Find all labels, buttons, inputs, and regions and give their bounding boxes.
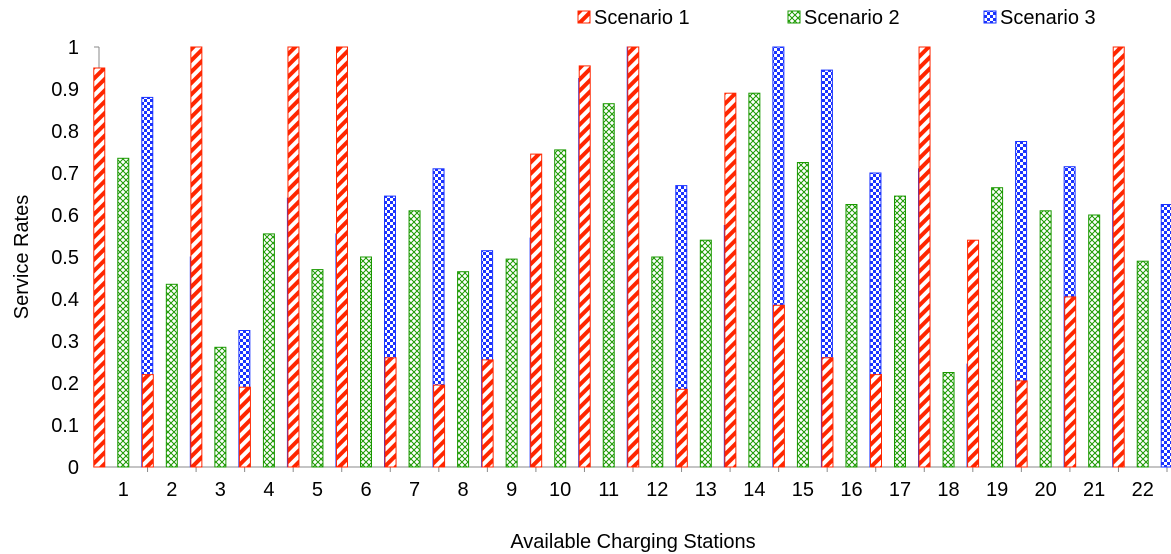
x-tick-label: 22 xyxy=(1132,479,1154,501)
y-tick-label: 0.7 xyxy=(51,163,79,185)
x-tick-label: 16 xyxy=(840,479,862,501)
bar-scenario-1-station-8 xyxy=(433,384,446,468)
bar-scenario-2-station-16 xyxy=(845,204,858,468)
bar-scenario-2-station-22 xyxy=(1136,260,1149,468)
bar-scenario-1-station-7 xyxy=(384,357,397,468)
legend-label: Scenario 3 xyxy=(1000,7,1096,29)
bar-scenario-1-station-21 xyxy=(1064,296,1077,468)
y-tick-label: 0 xyxy=(68,457,79,479)
bar-scenario-1-station-12 xyxy=(627,46,640,468)
bar-scenario-2-station-2 xyxy=(165,283,178,468)
bar-scenario-2-station-4 xyxy=(262,233,275,468)
bar-scenario-2-station-18 xyxy=(942,372,955,468)
bar-scenario-1-station-2 xyxy=(141,374,154,468)
x-tick-label: 2 xyxy=(166,479,177,501)
bar-scenario-2-station-14 xyxy=(748,92,761,468)
y-tick-label: 0.9 xyxy=(51,79,79,101)
y-tick-label: 0.8 xyxy=(51,121,79,143)
bars xyxy=(93,46,1171,468)
bar-scenario-2-station-3 xyxy=(214,346,227,468)
y-tick-label: 0.6 xyxy=(51,205,79,227)
bar-scenario-2-station-15 xyxy=(796,162,809,468)
bar-scenario-3-station-22 xyxy=(1160,204,1171,468)
y-tick-label: 0.5 xyxy=(51,247,79,269)
x-axis-title: Available Charging Stations xyxy=(510,531,755,553)
legend-swatch xyxy=(577,10,591,24)
y-tick-label: 0.3 xyxy=(51,331,79,353)
bar-scenario-1-station-10 xyxy=(530,153,543,468)
bar-scenario-1-station-4 xyxy=(238,386,251,468)
x-tick-label: 3 xyxy=(215,479,226,501)
bar-scenario-2-station-17 xyxy=(894,195,906,468)
bar-scenario-2-station-8 xyxy=(457,271,470,468)
bar-scenario-1-station-1 xyxy=(93,67,106,468)
bar-scenario-1-station-13 xyxy=(675,388,688,468)
bar-scenario-1-station-3 xyxy=(190,46,203,468)
bar-scenario-2-station-12 xyxy=(651,256,664,468)
bar-scenario-1-station-6 xyxy=(336,46,348,468)
bar-scenario-1-station-18 xyxy=(918,46,931,468)
x-tick-label: 9 xyxy=(506,479,517,501)
bar-scenario-2-station-20 xyxy=(1039,210,1052,468)
x-tick-label: 20 xyxy=(1035,479,1057,501)
bar-scenario-2-station-7 xyxy=(408,210,421,468)
legend: Scenario 1 Scenario 2 Scenario 3 xyxy=(577,7,1096,29)
legend-label: Scenario 2 xyxy=(804,7,900,29)
bar-scenario-1-station-16 xyxy=(821,357,834,468)
legend-label: Scenario 1 xyxy=(594,7,690,29)
bar-scenario-1-station-15 xyxy=(772,304,785,468)
bar-scenario-2-station-13 xyxy=(699,239,712,468)
x-tick-label: 7 xyxy=(409,479,420,501)
bar-scenario-2-station-5 xyxy=(311,269,324,468)
bar-scenario-1-station-11 xyxy=(578,65,591,468)
bar-scenario-1-station-9 xyxy=(481,359,494,468)
bar-scenario-2-station-11 xyxy=(602,103,615,468)
x-tick-label: 11 xyxy=(598,479,619,501)
bar-scenario-1-station-20 xyxy=(1015,380,1028,468)
x-tick-label: 6 xyxy=(360,479,371,501)
x-tick-label: 13 xyxy=(695,479,717,501)
y-axis-title: Service Rates xyxy=(11,195,33,320)
x-tick-label: 8 xyxy=(458,479,469,501)
x-tick-label: 12 xyxy=(646,479,668,501)
y-tick-label: 1 xyxy=(68,37,79,59)
legend-swatch xyxy=(983,10,997,24)
x-tick-label: 4 xyxy=(263,479,274,501)
y-tick-label: 0.1 xyxy=(51,415,79,437)
x-tick-label: 21 xyxy=(1083,479,1105,501)
bar-scenario-1-station-17 xyxy=(870,374,882,468)
x-tick-label: 14 xyxy=(743,479,765,501)
x-tick-label: 18 xyxy=(937,479,959,501)
x-tick-label: 5 xyxy=(312,479,323,501)
bar-scenario-2-station-10 xyxy=(554,149,567,468)
legend-swatch xyxy=(787,10,801,24)
bar-scenario-2-station-9 xyxy=(505,258,518,468)
bar-scenario-1-station-19 xyxy=(967,239,980,468)
bar-scenario-2-station-21 xyxy=(1088,214,1101,468)
x-tick-label: 1 xyxy=(118,479,129,501)
bar-scenario-2-station-6 xyxy=(360,256,372,468)
axes: 00.10.20.30.40.50.60.70.80.911 2 3 4 5 6 7 8 9 10… xyxy=(51,37,1168,501)
y-tick-label: 0.4 xyxy=(51,289,79,311)
bar-scenario-1-station-14 xyxy=(724,92,737,468)
x-tick-label: 19 xyxy=(986,479,1008,501)
bar-scenario-2-station-19 xyxy=(991,187,1004,468)
bar-scenario-1-station-22 xyxy=(1112,46,1125,468)
x-tick-label: 10 xyxy=(549,479,571,501)
y-tick-label: 0.2 xyxy=(51,373,79,395)
bar-scenario-2-station-1 xyxy=(117,157,130,468)
bar-scenario-1-station-5 xyxy=(287,46,300,468)
x-tick-label: 15 xyxy=(792,479,814,501)
x-tick-label: 17 xyxy=(889,479,911,501)
